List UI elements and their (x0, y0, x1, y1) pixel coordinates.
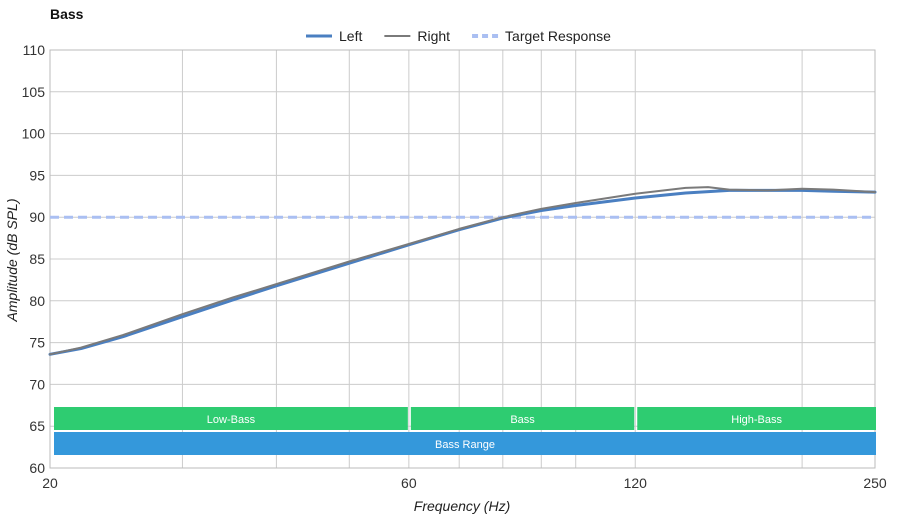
y-tick-label: 85 (29, 251, 45, 267)
y-tick-label: 70 (29, 376, 45, 392)
y-tick-label: 60 (29, 460, 45, 476)
range-bands: Low-Bass Bass High-Bass Bass Range (54, 407, 876, 455)
band-label: Bass Range (435, 439, 495, 451)
x-tick-label: 20 (42, 475, 58, 491)
band-label: High-Bass (731, 414, 782, 426)
series-lines (48, 186, 877, 356)
x-axis-label: Frequency (Hz) (414, 498, 510, 514)
x-tick-label: 60 (401, 475, 417, 491)
y-tick-label: 75 (29, 335, 45, 351)
y-axis-label: Amplitude (dB SPL) (4, 199, 20, 323)
x-axis-ticks: 20 60 120 250 (42, 475, 887, 491)
band-label: Bass (510, 414, 535, 426)
y-tick-label: 110 (23, 42, 46, 58)
y-tick-label: 80 (29, 293, 45, 309)
band-bass-range (54, 432, 876, 455)
band-high-bass (637, 407, 876, 430)
legend-item-right[interactable]: Right (384, 28, 450, 44)
plot-frame (49, 49, 876, 469)
legend-label: Left (339, 28, 362, 44)
legend-label: Right (417, 28, 450, 44)
series-line-right (49, 186, 876, 356)
legend: Left Right Target Response (306, 28, 611, 44)
band-label: Low-Bass (207, 414, 256, 426)
legend-label: Target Response (505, 28, 611, 44)
y-tick-label: 100 (22, 126, 46, 142)
legend-item-target-response[interactable]: Target Response (472, 28, 611, 44)
x-tick-label: 120 (624, 475, 648, 491)
y-axis-ticks: 60 65 70 75 80 85 90 95 100 105 110 (22, 42, 46, 476)
y-tick-label: 95 (29, 167, 45, 183)
chart-title: Bass (50, 6, 84, 22)
band-low-bass (54, 407, 408, 430)
x-tick-label: 250 (863, 475, 887, 491)
band-bass (410, 407, 635, 430)
legend-item-left[interactable]: Left (306, 28, 362, 44)
y-tick-label: 65 (29, 418, 45, 434)
y-tick-label: 90 (29, 209, 45, 225)
y-tick-label: 105 (22, 84, 46, 100)
series-line-left (48, 188, 877, 356)
grid (49, 49, 876, 469)
